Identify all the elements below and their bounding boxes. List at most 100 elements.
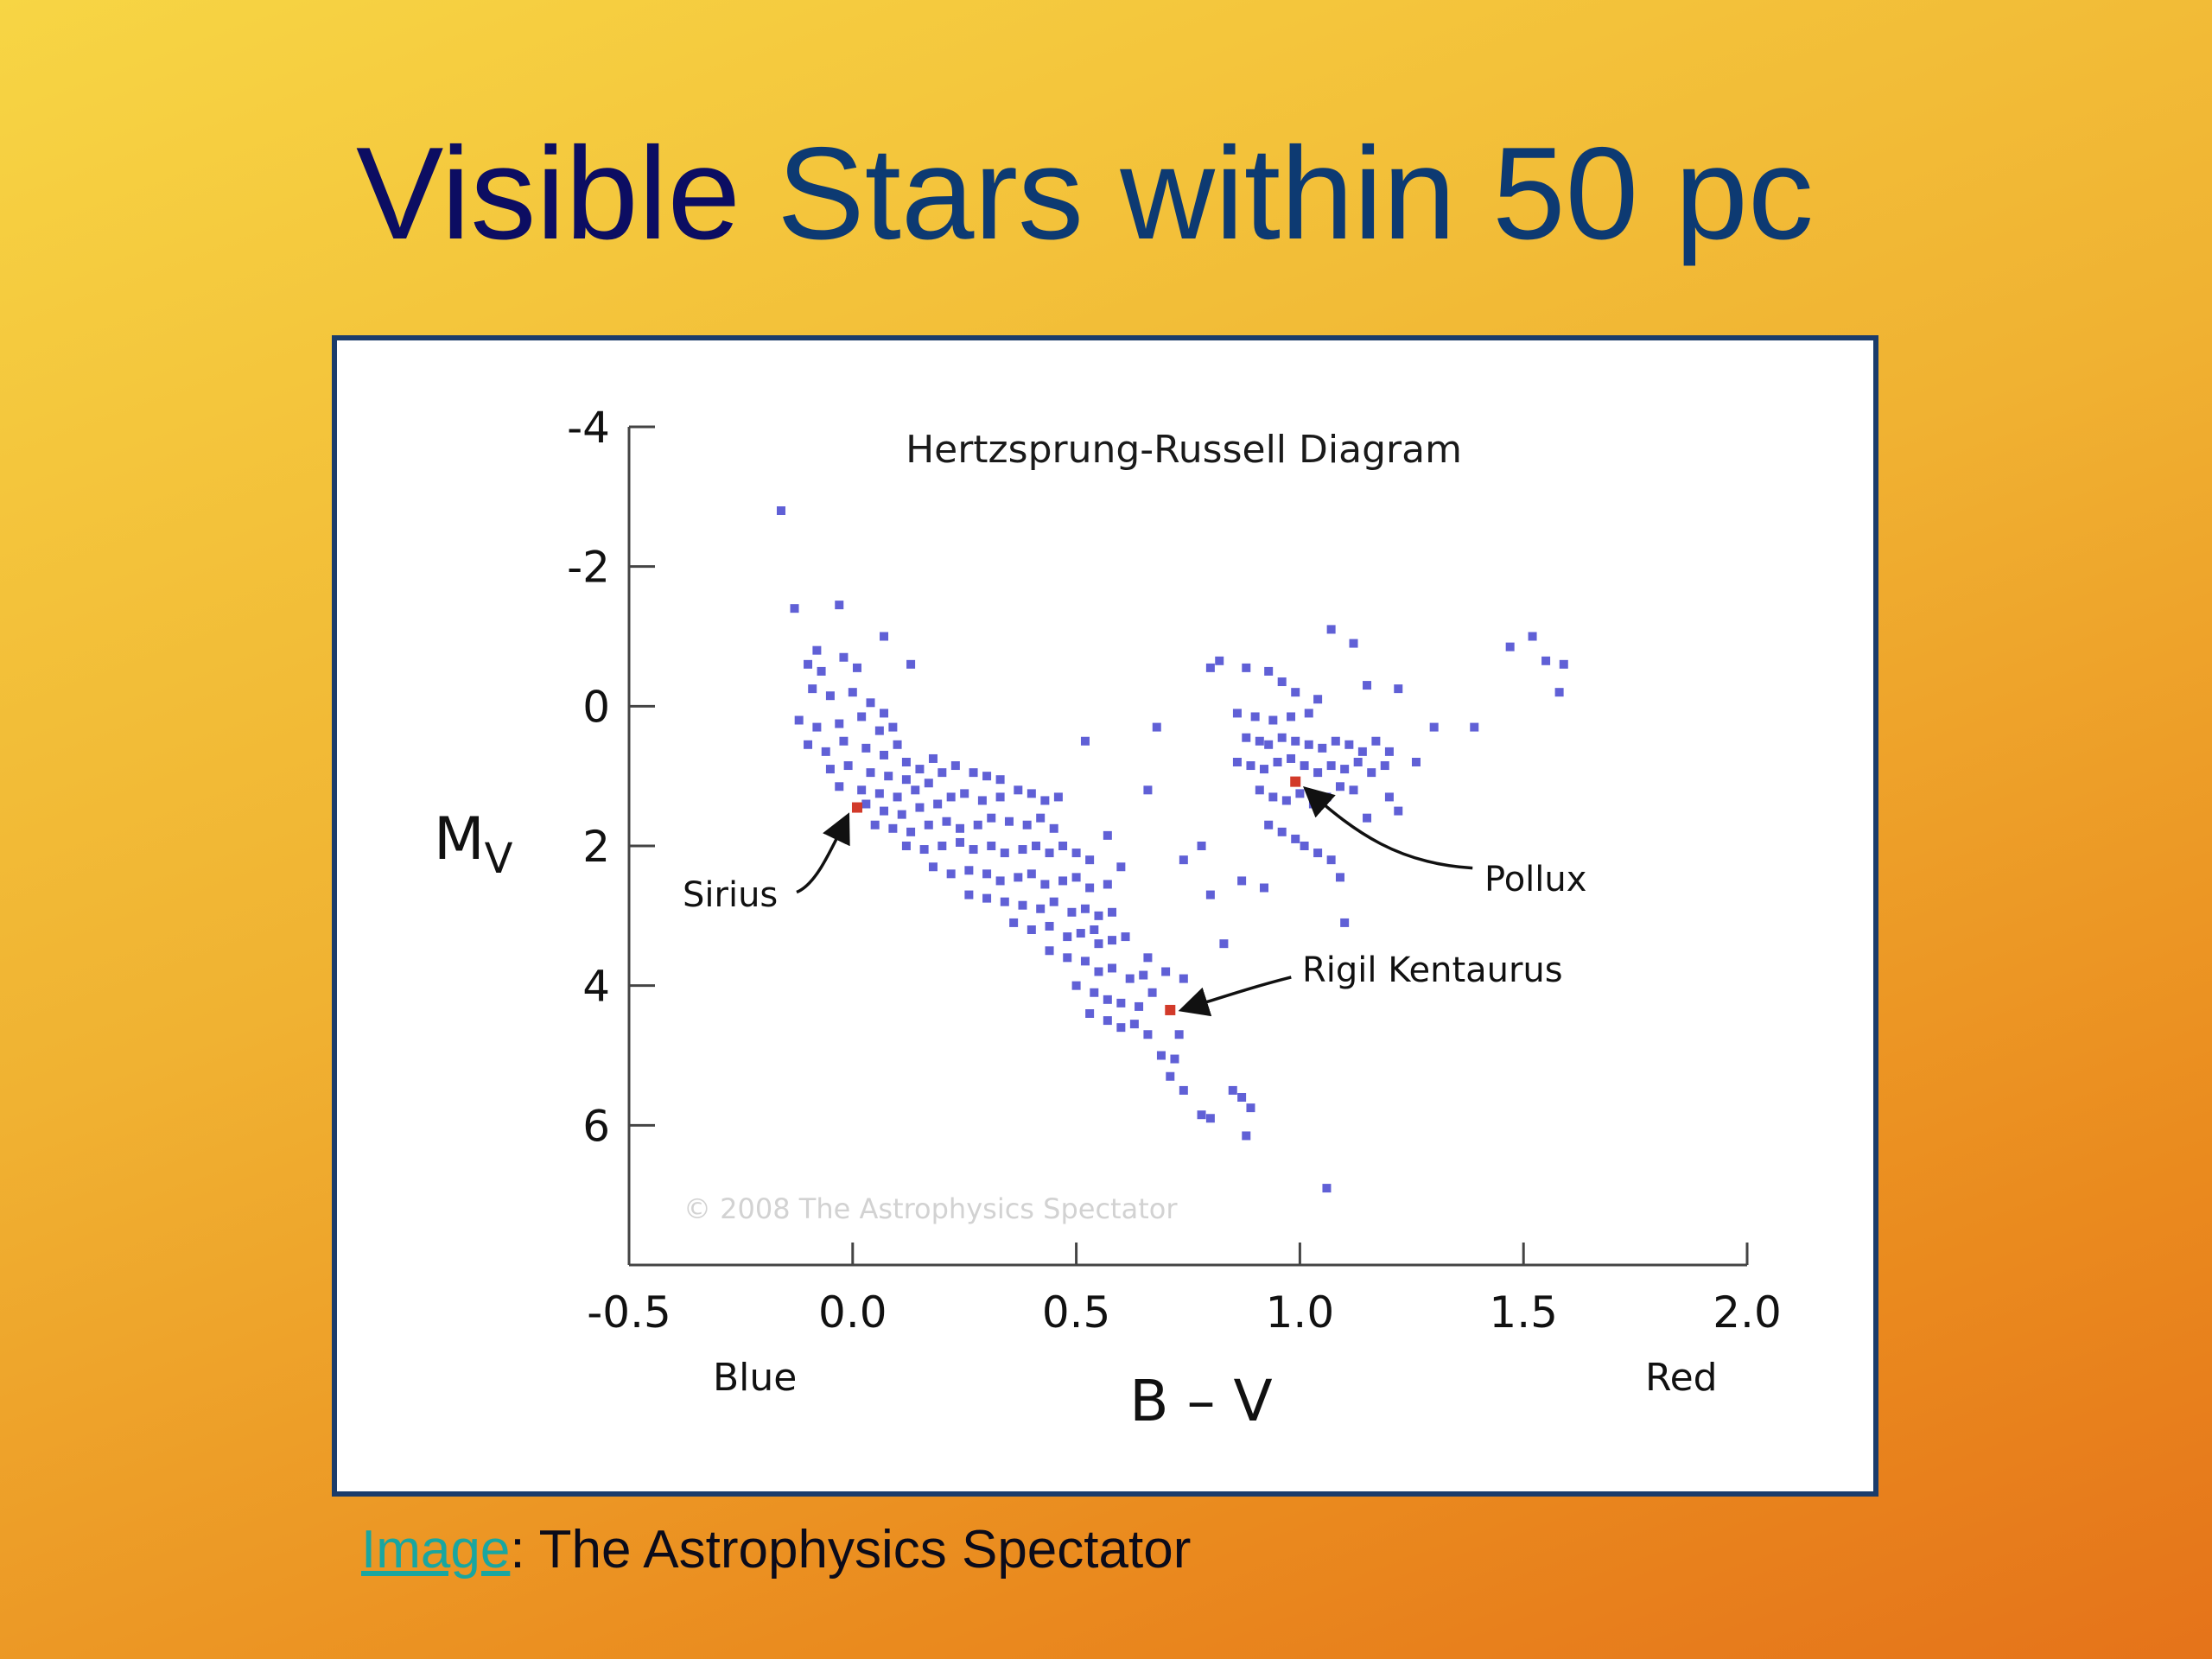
highlight-star bbox=[1165, 1004, 1176, 1015]
star-point bbox=[1197, 1110, 1206, 1120]
slide-title: Visible Stars within 50 pc bbox=[356, 128, 1814, 259]
star-point bbox=[1277, 677, 1287, 687]
star-point bbox=[1264, 820, 1274, 830]
star-point bbox=[1353, 758, 1363, 766]
star-point bbox=[1022, 820, 1032, 830]
star-point bbox=[1143, 785, 1153, 795]
star-point bbox=[880, 750, 889, 760]
star-point bbox=[977, 796, 987, 805]
star-point bbox=[1139, 970, 1148, 980]
star-point bbox=[911, 785, 920, 795]
star-point bbox=[1094, 911, 1103, 920]
star-point bbox=[852, 663, 861, 672]
star-point bbox=[1363, 681, 1372, 690]
star-point bbox=[1053, 792, 1063, 802]
star-point bbox=[861, 799, 871, 809]
star-point bbox=[1264, 666, 1274, 676]
star-point bbox=[1250, 712, 1260, 721]
star-point bbox=[1085, 883, 1095, 893]
star-point bbox=[776, 506, 785, 515]
star-point bbox=[1080, 904, 1090, 913]
star-point bbox=[942, 817, 951, 826]
star-point bbox=[901, 775, 911, 785]
star-point bbox=[1179, 855, 1188, 865]
star-point bbox=[825, 765, 835, 774]
star-point bbox=[1273, 758, 1282, 766]
star-point bbox=[1308, 799, 1318, 809]
star-point bbox=[1014, 785, 1023, 795]
image-credit-link[interactable]: Image bbox=[361, 1520, 511, 1580]
star-point bbox=[1143, 1030, 1153, 1039]
star-point bbox=[1300, 761, 1309, 771]
star-point bbox=[1326, 855, 1336, 865]
star-point bbox=[1205, 890, 1215, 899]
star-point bbox=[874, 789, 884, 798]
star-point bbox=[1335, 873, 1344, 882]
star-point bbox=[1129, 1020, 1139, 1029]
y-tick-label: 2 bbox=[582, 822, 610, 872]
star-point bbox=[1322, 1184, 1332, 1193]
x-tick-label: 1.0 bbox=[1266, 1287, 1335, 1338]
star-point bbox=[1116, 862, 1126, 872]
star-label: Sirius bbox=[683, 875, 778, 915]
star-point bbox=[924, 820, 933, 830]
star-point bbox=[790, 604, 799, 613]
star-point bbox=[982, 869, 992, 879]
star-point bbox=[835, 782, 844, 791]
star-point bbox=[1313, 768, 1323, 778]
star-point bbox=[893, 792, 902, 802]
star-point bbox=[1071, 981, 1081, 990]
title-word-visible: Visible bbox=[356, 120, 741, 267]
star-point bbox=[1063, 932, 1072, 942]
star-point bbox=[1000, 849, 1009, 858]
star-label: Rigil Kentaurus bbox=[1302, 950, 1563, 990]
star-point bbox=[1174, 1030, 1184, 1039]
star-point bbox=[1559, 659, 1568, 669]
star-point bbox=[1219, 939, 1229, 949]
star-point bbox=[1384, 747, 1394, 756]
y-tick-label: 0 bbox=[582, 682, 610, 732]
star-point bbox=[1363, 813, 1372, 823]
x-tick-label: -0.5 bbox=[587, 1287, 671, 1338]
star-point bbox=[1058, 876, 1068, 886]
star-point bbox=[1380, 761, 1389, 771]
star-point bbox=[1277, 827, 1287, 836]
highlight-star bbox=[1290, 776, 1301, 787]
star-point bbox=[1287, 753, 1296, 763]
star-point bbox=[1384, 792, 1394, 802]
star-point bbox=[1242, 733, 1251, 742]
star-point bbox=[995, 792, 1005, 802]
star-point bbox=[812, 722, 822, 732]
star-point bbox=[1071, 849, 1081, 858]
star-point bbox=[982, 772, 992, 781]
star-point bbox=[1018, 845, 1027, 855]
star-point bbox=[1340, 918, 1350, 927]
star-point bbox=[915, 765, 925, 774]
star-point bbox=[1259, 765, 1268, 774]
star-point bbox=[1232, 709, 1242, 718]
star-point bbox=[1103, 1016, 1112, 1026]
star-point bbox=[928, 862, 938, 872]
star-point bbox=[946, 869, 956, 879]
y-tick-label: -4 bbox=[567, 403, 610, 453]
star-point bbox=[1045, 849, 1054, 858]
star-point bbox=[1004, 817, 1014, 826]
star-point bbox=[1000, 897, 1009, 906]
annotation-arrow bbox=[1302, 785, 1473, 870]
star-point bbox=[1080, 957, 1090, 966]
star-label: Pollux bbox=[1484, 860, 1586, 899]
star-point bbox=[1045, 946, 1054, 956]
star-point bbox=[906, 659, 916, 669]
star-point bbox=[1032, 842, 1041, 850]
star-point bbox=[1045, 921, 1054, 931]
star-point bbox=[1116, 1023, 1126, 1033]
star-point bbox=[1027, 789, 1036, 798]
star-point bbox=[1554, 688, 1564, 697]
star-point bbox=[1237, 876, 1247, 886]
star-point bbox=[1156, 1051, 1166, 1060]
star-point bbox=[1291, 688, 1300, 697]
star-point bbox=[888, 823, 898, 833]
star-point bbox=[1429, 722, 1439, 732]
star-point bbox=[1049, 823, 1058, 833]
star-point bbox=[1326, 761, 1336, 771]
